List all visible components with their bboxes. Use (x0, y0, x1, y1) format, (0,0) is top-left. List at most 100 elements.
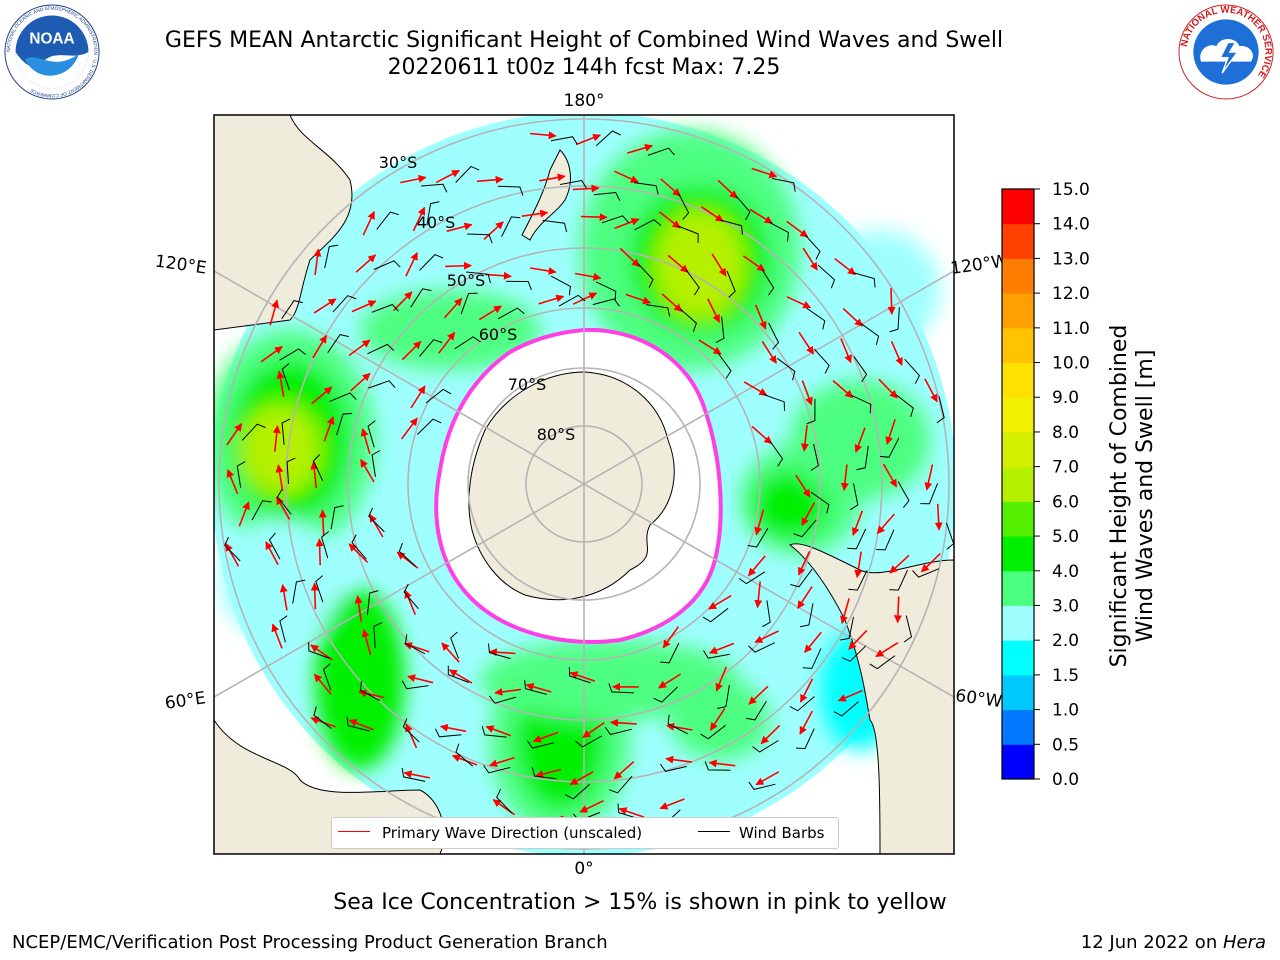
wind-barb (526, 740, 555, 749)
wave-arrow (840, 598, 850, 625)
wind-barb (677, 225, 699, 243)
colorbar-block (1002, 189, 1034, 225)
wind-barb (496, 788, 513, 814)
wave-arrow (708, 759, 736, 768)
colorbar-tick-label: 14.0 (1052, 215, 1090, 235)
wave-arrow (311, 386, 333, 405)
wind-barb (679, 308, 697, 332)
wave-arrow (760, 724, 781, 745)
wind-barb (410, 288, 432, 308)
wind-barb (558, 294, 586, 307)
wind-barb (637, 263, 654, 288)
wind-barb (327, 334, 350, 353)
colorbar-block (1002, 293, 1034, 329)
colorbar-tick-label: 8.0 (1052, 423, 1079, 443)
legend-primary-label: Primary Wave Direction (unscaled) (382, 824, 643, 842)
colorbar-tick-label: 12.0 (1052, 284, 1090, 304)
wind-barb (346, 716, 370, 732)
wind-barb (702, 607, 729, 623)
wind-barb (276, 488, 292, 515)
wind-barb (912, 568, 940, 578)
lon-label-lower-left: 60°E (164, 688, 207, 713)
wave-arrow (404, 589, 417, 616)
wave-arrow (878, 378, 898, 399)
new-zealand-land (521, 149, 571, 241)
wind-barb (419, 339, 443, 357)
wind-barb (565, 783, 591, 800)
lat-label-50: 50°S (447, 271, 486, 290)
wind-barb (752, 740, 779, 753)
wind-barb (281, 300, 303, 320)
wave-arrow (448, 669, 473, 684)
wave-arrow (804, 631, 822, 654)
wave-arrow (225, 543, 240, 567)
colorbar-block (1002, 640, 1034, 676)
wave-arrow (410, 385, 426, 409)
wave-arrow (538, 294, 565, 305)
wave-arrow (362, 210, 375, 236)
wind-barb (398, 542, 416, 567)
colorbar-tick-label: 13.0 (1052, 249, 1090, 269)
wave-arrow (613, 761, 635, 780)
colorbar-block (1002, 536, 1034, 572)
wave-arrow (840, 464, 849, 491)
wind-barb (279, 615, 288, 643)
colorbar-block (1002, 744, 1034, 780)
wave-arrow (795, 474, 811, 498)
wave-arrow (786, 220, 809, 238)
wave-arrow (802, 247, 818, 271)
colorbar-block (1002, 258, 1034, 294)
run-date-text: 12 Jun 2022 on (1080, 932, 1223, 953)
wave-arrow (800, 425, 809, 452)
wave-arrow (801, 502, 816, 527)
wave-arrow (572, 184, 600, 193)
wave-arrow (876, 513, 896, 535)
wave-arrow (535, 768, 562, 779)
wind-barb (745, 700, 767, 721)
wind-barb (833, 701, 859, 717)
wave-arrow (893, 596, 902, 624)
colorbar-block (1002, 501, 1034, 537)
wind-barb (592, 298, 620, 307)
colorbar-tick-label: 6.0 (1052, 492, 1079, 512)
colorbar-tick-label: 5.0 (1052, 527, 1079, 547)
wind-barb (351, 534, 367, 560)
wind-barb (312, 454, 324, 482)
wind-barb (660, 642, 680, 664)
wave-arrow (848, 629, 868, 650)
colorbar-tick-label: 3.0 (1052, 596, 1079, 616)
wind-barb (332, 295, 357, 313)
wind-barb (236, 461, 246, 488)
wave-arrow (310, 644, 333, 661)
wind-barb (402, 718, 420, 743)
wave-arrow (743, 381, 768, 396)
wave-arrow (529, 267, 557, 275)
wave-arrow (754, 304, 767, 330)
wind-barb (550, 275, 571, 296)
wind-barb (336, 412, 353, 436)
wind-barb (359, 681, 380, 702)
colorbar-block (1002, 466, 1034, 502)
wave-arrow (483, 221, 504, 240)
wave-arrow (348, 719, 374, 731)
wind-barb (373, 260, 401, 270)
wind-barb (634, 182, 659, 195)
wave-arrow (660, 178, 681, 197)
wave-arrow (751, 167, 778, 179)
wind-barb (763, 394, 785, 411)
wind-barb (371, 303, 399, 313)
wave-arrow (279, 584, 288, 611)
wave-arrow (572, 292, 598, 305)
wave-arrow (755, 771, 780, 786)
wave-arrow (276, 370, 285, 397)
wave-arrow (610, 718, 637, 727)
wind-barb (716, 684, 730, 709)
colorbar-tick-label: 7.0 (1052, 458, 1079, 478)
wave-arrow (842, 307, 863, 327)
wave-arrow (708, 594, 732, 610)
colorbar-block (1002, 223, 1034, 259)
map-legend: Primary Wave Direction (unscaled) Wind B… (331, 817, 839, 849)
colorbar-block (1002, 674, 1034, 711)
wave-arrow (405, 723, 418, 749)
wave-arrow (360, 428, 371, 455)
